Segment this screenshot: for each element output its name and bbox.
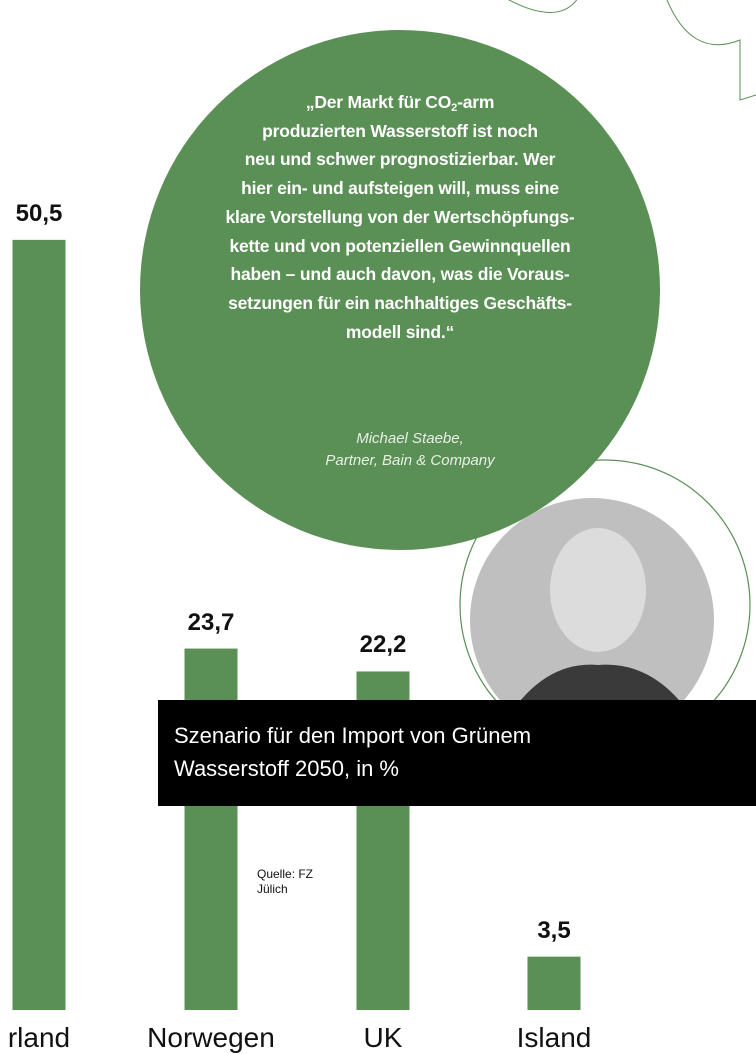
quote-line: produzierten Wasserstoff ist noch xyxy=(190,117,610,146)
author-line: Partner, Bain & Company xyxy=(300,450,520,472)
quote-line: setzungen für ein nachhaltiges Geschäfts… xyxy=(190,289,610,318)
value-label: 3,5 xyxy=(494,917,614,945)
decoration xyxy=(500,0,580,13)
chart-title: Szenario für den Import von Grünem Wasse… xyxy=(174,719,554,785)
quote-line: „Der Markt für CO2-arm xyxy=(190,88,610,117)
value-label: 22,2 xyxy=(323,631,443,659)
quote-line: kette und von potenziellen Gewinnquellen xyxy=(190,232,610,261)
bar xyxy=(13,240,66,1010)
quote-text: -arm xyxy=(457,92,494,112)
value-label: 50,5 xyxy=(0,200,99,228)
x-tick-label: Island xyxy=(454,1022,654,1054)
decoration xyxy=(665,0,756,100)
x-tick-label: UK xyxy=(283,1022,483,1054)
source: Quelle: FZ Jülich xyxy=(257,867,327,897)
quote-line: modell sind.“ xyxy=(190,318,610,347)
title-banner: Szenario für den Import von Grünem Wasse… xyxy=(158,700,756,806)
quote-line: haben – und auch davon, was die Voraus- xyxy=(190,260,610,289)
page: {"chart_data": {"type": "bar", "title": … xyxy=(0,0,756,1054)
portrait xyxy=(550,528,646,652)
quote-line: klare Vorstellung von der Wertschöpfungs… xyxy=(190,203,610,232)
bar xyxy=(528,957,581,1010)
quote-line: neu und schwer prognostizierbar. Wer xyxy=(190,145,610,174)
x-tick-label: Norwegen xyxy=(111,1022,311,1054)
quote-text: „Der Markt für CO xyxy=(306,92,451,112)
quote-line: hier ein- und aufsteigen will, muss eine xyxy=(190,174,610,203)
author: Michael Staebe,Partner, Bain & Company xyxy=(300,428,520,472)
value-label: 23,7 xyxy=(151,609,271,637)
author-line: Michael Staebe, xyxy=(300,428,520,450)
